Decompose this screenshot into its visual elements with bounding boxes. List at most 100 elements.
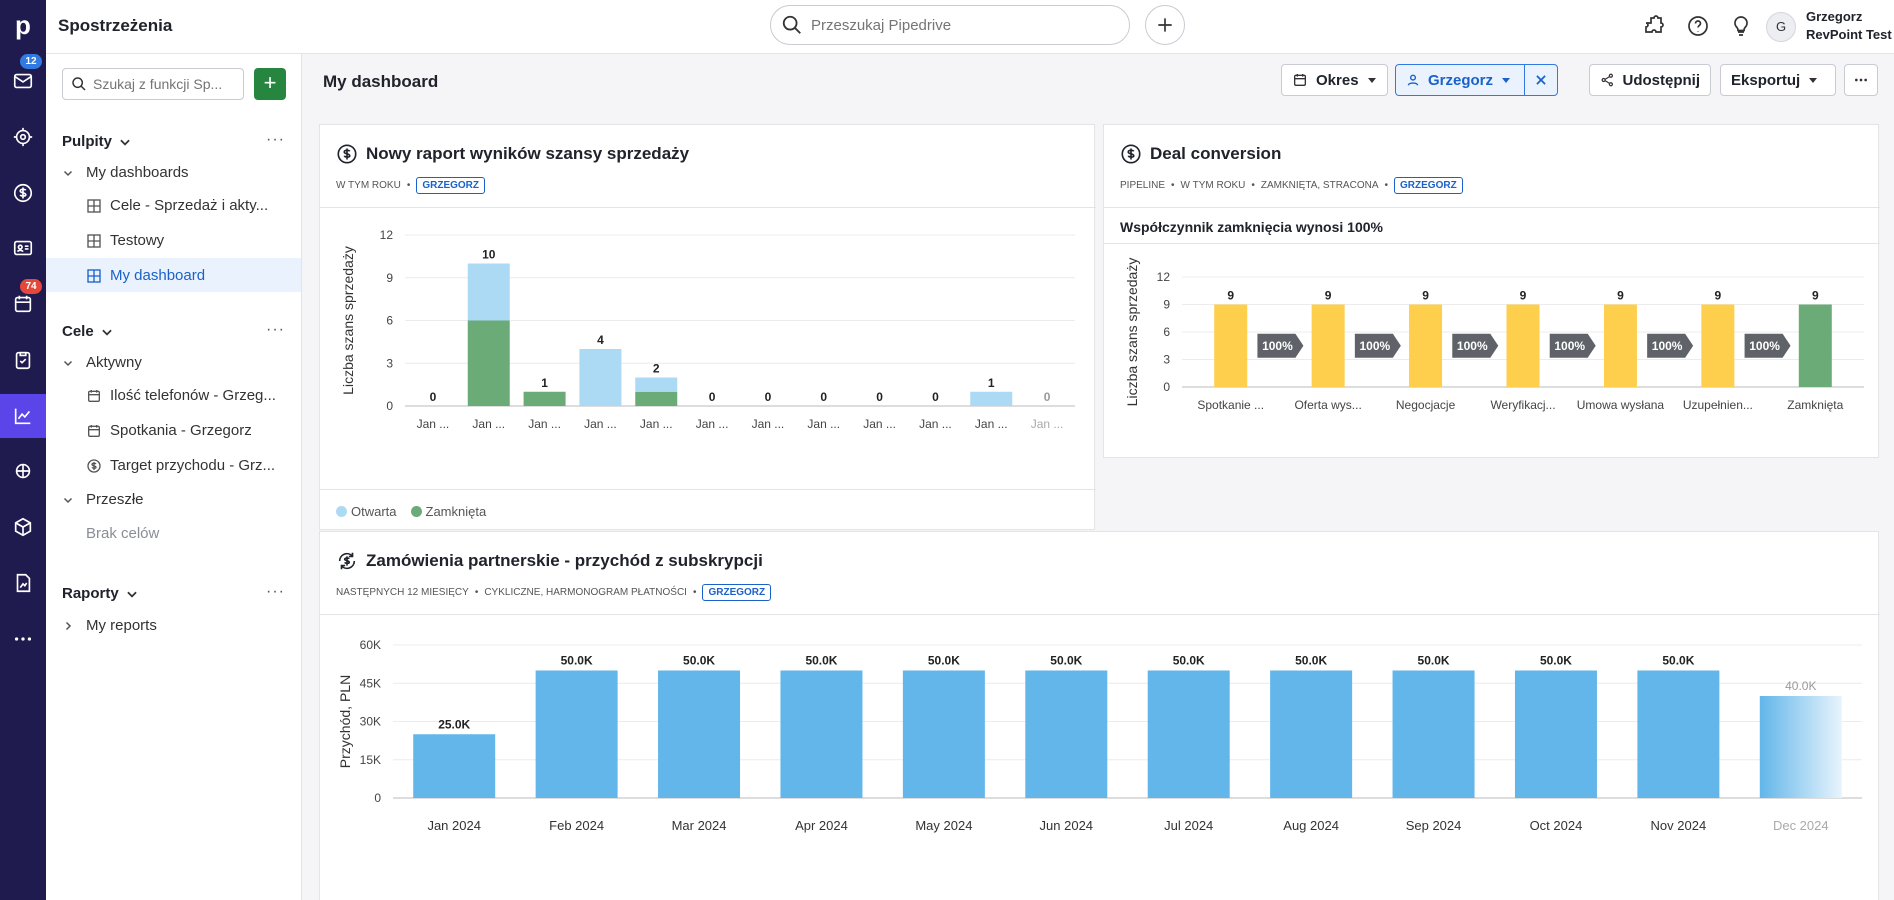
reports-section-toggle[interactable]: Raporty (62, 585, 139, 602)
puzzle-icon[interactable] (1642, 14, 1666, 38)
activities-nav-button[interactable] (0, 282, 46, 326)
card-divider (1104, 207, 1880, 208)
reports-more-button[interactable]: ··· (266, 583, 285, 600)
card-title: Nowy raport wyników szansy sprzedaży (366, 144, 690, 163)
projects-nav-button[interactable] (0, 338, 46, 382)
box-icon (14, 517, 32, 537)
more-nav-button[interactable] (0, 617, 46, 661)
data-label: 50.0K (1662, 654, 1694, 668)
meta-separator: • (406, 180, 411, 191)
y-tick-label: 60K (360, 638, 381, 652)
tree-label: Spotkania - Grzegorz (110, 422, 252, 439)
y-tick-label: 9 (1163, 298, 1170, 312)
goal-item-calls[interactable]: Ilość telefonów - Grzeg... (86, 387, 276, 404)
share-button[interactable]: Udostępnij (1589, 64, 1711, 96)
card-deal-performance[interactable]: Nowy raport wyników szansy sprzedaży W T… (319, 124, 1096, 530)
clear-filter-button[interactable] (1524, 64, 1558, 96)
card-meta: W TYM ROKU • GRZEGORZ (336, 177, 486, 194)
leads-nav-button[interactable] (0, 115, 46, 159)
mail-icon (13, 73, 33, 89)
mail-nav-button[interactable] (0, 59, 46, 103)
search-icon (72, 77, 86, 91)
y-tick-label: 0 (386, 399, 393, 413)
pipedrive-logo[interactable]: p (15, 10, 31, 40)
help-icon[interactable] (1686, 14, 1710, 38)
add-button[interactable]: + (254, 68, 286, 100)
legend-swatch (336, 506, 347, 517)
revenue-bar (1147, 670, 1230, 798)
data-label: 50.0K (1540, 654, 1572, 668)
user-filter-button[interactable]: Grzegorz (1395, 64, 1525, 96)
dashboards-more-button[interactable]: ··· (266, 131, 285, 148)
tree-my-dashboards[interactable]: My dashboards (62, 164, 189, 181)
dashboard-item-test[interactable]: Testowy (86, 232, 164, 249)
tree-my-reports[interactable]: My reports (62, 617, 157, 634)
meta-separator: • (1171, 180, 1175, 191)
goal-item-revenue[interactable]: Target przychodu - Grz... (86, 457, 275, 474)
user-menu[interactable]: Grzegorz RevPoint Test (1806, 8, 1892, 44)
deals-nav-button[interactable] (0, 171, 46, 215)
meta-type: CYKLICZNE, HARMONOGRAM PŁATNOŚCI (484, 587, 687, 598)
conversion-arrow (1744, 333, 1791, 358)
x-tick-label: Mar 2024 (672, 818, 727, 833)
data-label: 0 (1044, 390, 1051, 404)
dollar-icon (1121, 144, 1141, 164)
caret-down-icon (1502, 78, 1511, 83)
y-tick-label: 3 (1163, 353, 1170, 367)
goals-section-toggle[interactable]: Cele (62, 323, 114, 340)
deal-conversion-chart: 0 3 6 9 12 Liczba szans sprzedaży 9 Spotkanie .… (1124, 258, 1864, 412)
tree-past-goals[interactable]: Przeszłe (62, 491, 144, 508)
quick-add-button[interactable] (1145, 5, 1185, 45)
data-label: 50.0K (1050, 654, 1082, 668)
global-search-input[interactable] (811, 16, 1111, 34)
card-deal-conversion[interactable]: Deal conversion PIPELINE • W TYM ROKU • ZA… (1103, 124, 1880, 458)
documents-nav-button[interactable] (0, 561, 46, 605)
card-divider (1104, 243, 1880, 244)
funnel-bar (1506, 304, 1540, 387)
meta-separator: • (692, 587, 697, 598)
calendar-icon (88, 389, 100, 402)
app-title: Spostrzeżenia (58, 16, 173, 35)
dashboards-section-toggle[interactable]: Pulpity (62, 133, 132, 150)
goal-item-meetings[interactable]: Spotkania - Grzegorz (86, 422, 252, 439)
insights-nav-button[interactable] (0, 394, 46, 438)
period-button[interactable]: Okres (1281, 64, 1388, 96)
export-button[interactable]: Eksportuj (1720, 64, 1836, 96)
y-axis-label: Liczba szans sprzedaży (1124, 258, 1140, 407)
lightbulb-icon[interactable] (1729, 14, 1753, 38)
global-search[interactable] (770, 5, 1130, 45)
bar-segment (635, 377, 678, 392)
sidebar-search[interactable] (62, 68, 244, 100)
data-label: 1 (988, 376, 995, 390)
contacts-nav-button[interactable] (0, 226, 46, 270)
sidebar-search-input[interactable] (93, 76, 243, 92)
share-label: Udostępnij (1622, 71, 1701, 89)
chart-icon (14, 408, 31, 425)
more-actions-button[interactable] (1844, 64, 1878, 96)
y-tick-label: 12 (380, 228, 394, 242)
data-label: 9 (1325, 289, 1332, 303)
user-avatar[interactable]: G (1766, 12, 1796, 42)
revenue-bar (1392, 670, 1475, 798)
calendar-icon (88, 424, 100, 437)
tree-label: Aktywny (86, 354, 142, 371)
bar-segment (523, 391, 566, 406)
export-label: Eksportuj (1731, 71, 1801, 89)
products-nav-button[interactable] (0, 505, 46, 549)
data-label: 50.0K (683, 654, 715, 668)
legend-closed[interactable]: Zamknięta (410, 504, 486, 519)
goals-more-button[interactable]: ··· (266, 321, 285, 338)
x-tick-label: Oferta wys... (1294, 398, 1361, 412)
campaigns-nav-button[interactable] (0, 449, 46, 493)
meta-period: W TYM ROKU (336, 180, 401, 191)
target-icon (13, 127, 33, 147)
tree-label: Ilość telefonów - Grzeg... (110, 387, 276, 404)
legend-open[interactable]: Otwarta (336, 504, 397, 519)
plus-icon (1158, 18, 1172, 32)
data-label: 50.0K (1173, 654, 1205, 668)
tree-active-goals[interactable]: Aktywny (62, 354, 142, 371)
dashboard-item-my-dashboard[interactable]: My dashboard (86, 267, 205, 284)
data-label: 0 (876, 390, 883, 404)
dashboard-item-goals[interactable]: Cele - Sprzedaż i akty... (86, 197, 268, 214)
card-subscription-revenue[interactable]: Zamówienia partnerskie - przychód z subs… (319, 531, 1880, 900)
